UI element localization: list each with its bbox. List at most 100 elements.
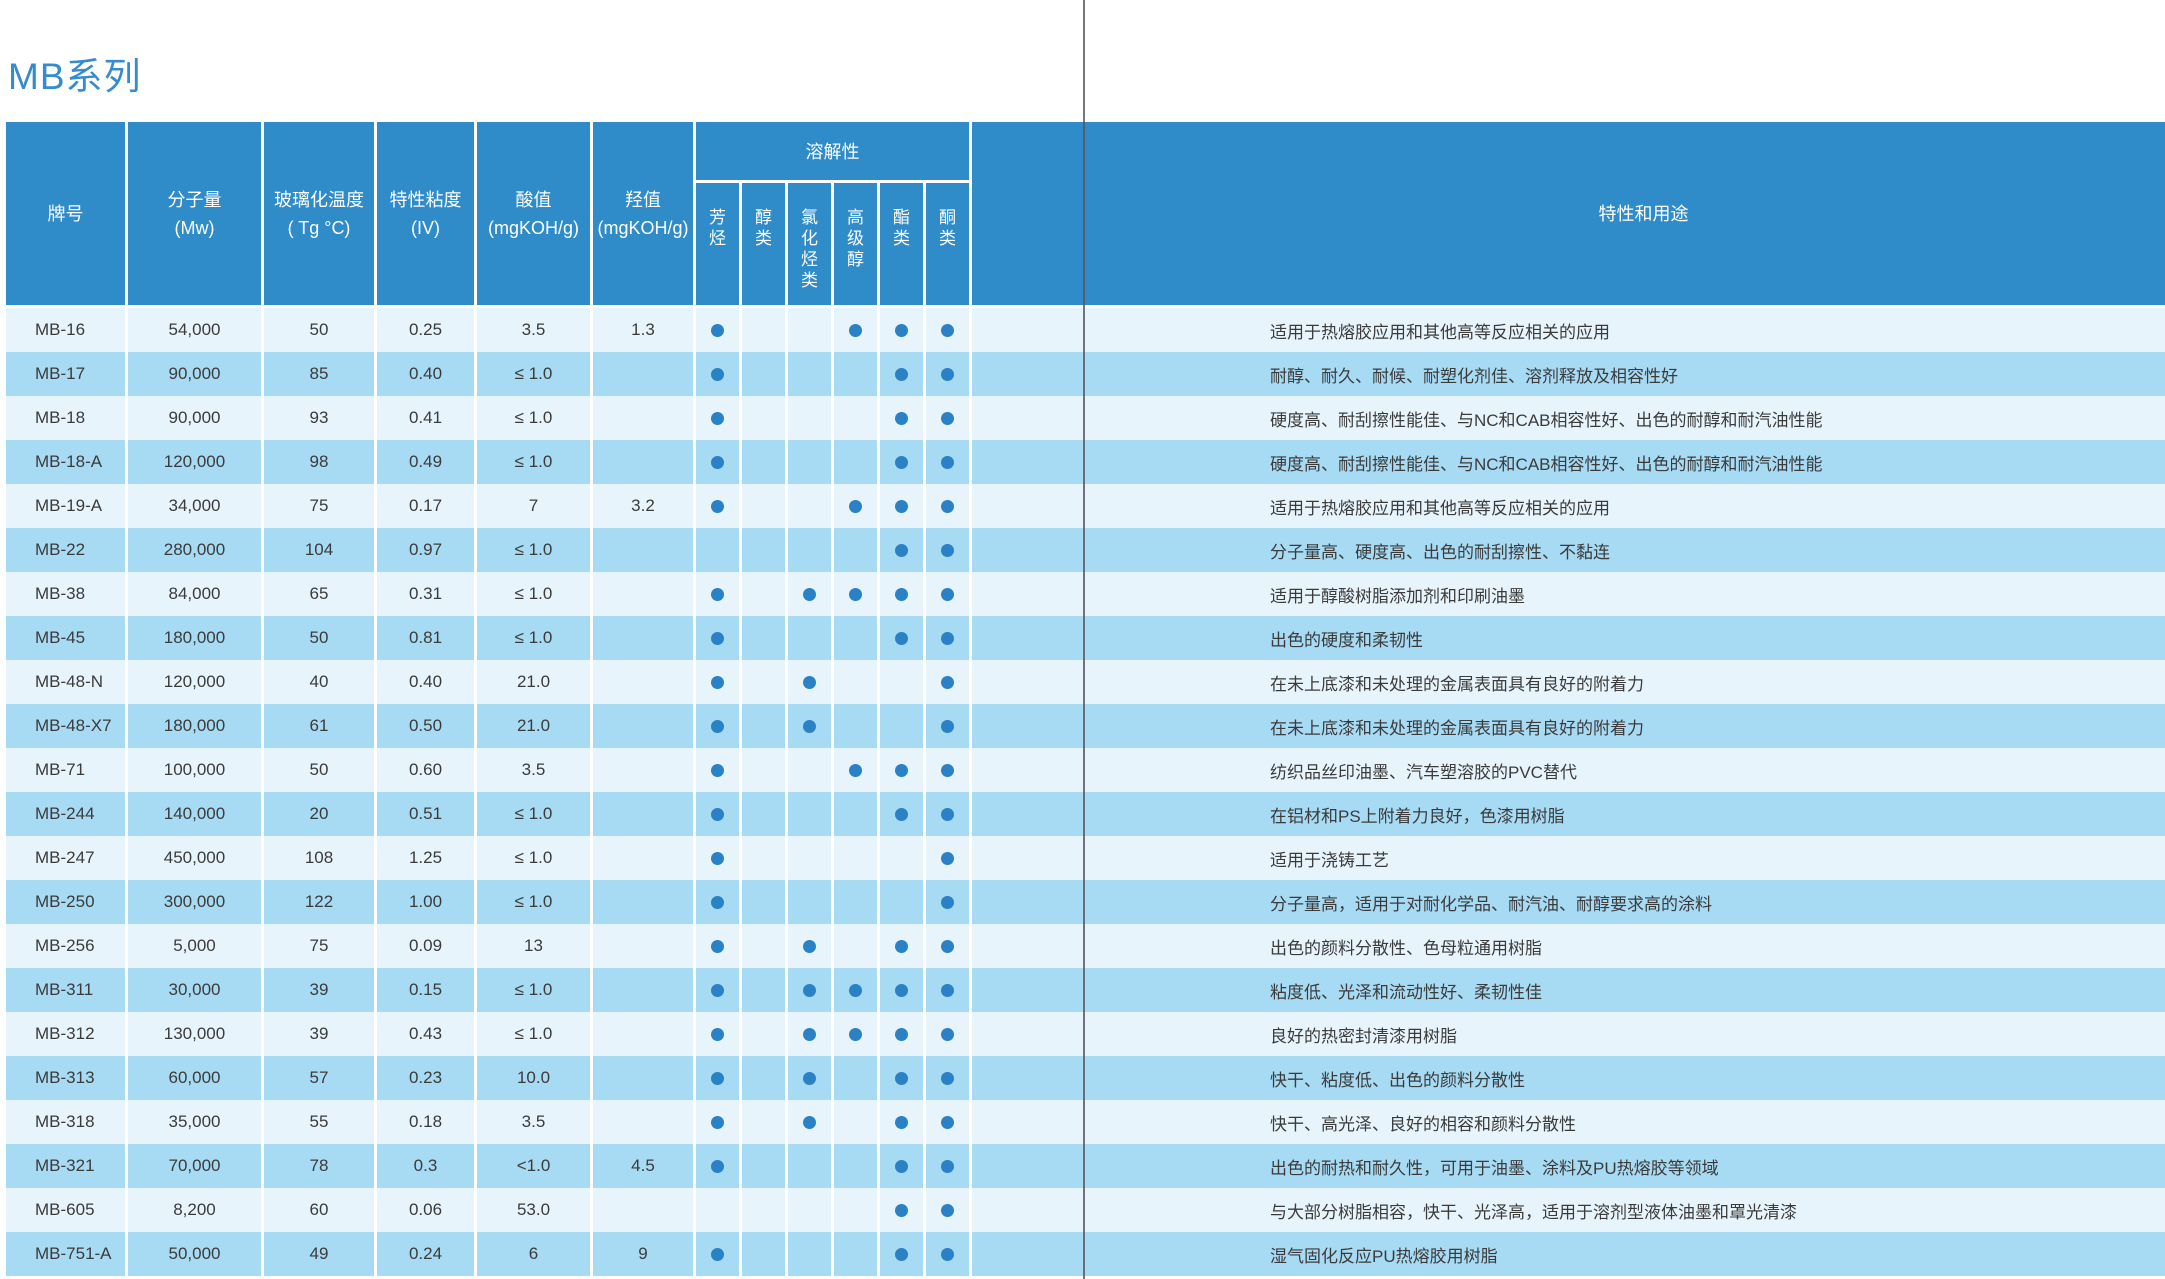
solubility-cell [926,1144,969,1188]
solubility-cell [880,792,923,836]
glass-transition-temp-cell: 75 [264,484,374,528]
intrinsic-viscosity-cell: 1.00 [377,880,474,924]
glass-transition-temp-cell: 60 [264,1188,374,1232]
solubility-cell [880,660,923,704]
hydroxyl-value-cell: 9 [593,1232,693,1276]
solubility-cell [788,1188,831,1232]
solubility-dot [941,719,954,733]
solubility-cell [742,1144,785,1188]
properties-uses-cell: 良好的热密封清漆用树脂 [972,1012,2165,1056]
brand-cell: MB-48-X7 [6,704,125,748]
solubility-cell [926,924,969,968]
acid-value-cell: ≤ 1.0 [477,572,590,616]
solubility-dot [849,763,862,777]
solubility-cell [742,1012,785,1056]
intrinsic-viscosity-cell: 0.41 [377,396,474,440]
solubility-cell [834,792,877,836]
solubility-cell [696,484,739,528]
hydroxyl-value-cell [593,968,693,1012]
hydroxyl-value-cell: 1.3 [593,308,693,352]
solubility-cell [926,748,969,792]
solubility-dot [711,895,724,909]
solubility-dot [803,1115,816,1129]
header-mw-label: 分子量 [167,189,222,210]
solubility-cell [742,880,785,924]
table-row: MB-45 180,000 50 0.81 ≤ 1.0 出色的硬度和柔韧性 [6,616,2165,660]
solubility-dot [895,1115,908,1129]
solubility-cell [788,748,831,792]
solubility-dot [803,1071,816,1085]
solubility-cell [696,528,739,572]
table-row: MB-605 8,200 60 0.06 53.0 与大部分树脂相容，快干、光泽高，适用于… [6,1188,2165,1232]
molecular-weight-cell: 300,000 [128,880,261,924]
solubility-cell [742,528,785,572]
table-row: MB-18 90,000 93 0.41 ≤ 1.0 硬度高、耐刮擦性能佳、与NC和CAB… [6,396,2165,440]
solubility-cell [788,352,831,396]
header-acid-value: 酸值 (mgKOH/g) [477,122,590,305]
solubility-cell [742,616,785,660]
hydroxyl-value-cell [593,1100,693,1144]
solubility-cell [696,572,739,616]
solubility-cell [926,352,969,396]
solubility-cell [926,880,969,924]
brand-cell: MB-17 [6,352,125,396]
molecular-weight-cell: 60,000 [128,1056,261,1100]
solubility-dot [895,411,908,425]
brand-cell: MB-312 [6,1012,125,1056]
header-alcohols: 醇 类 [742,183,785,305]
molecular-weight-cell: 140,000 [128,792,261,836]
solubility-cell [926,660,969,704]
solubility-cell [696,1188,739,1232]
header-solubility-title: 溶解性 [696,122,969,180]
solubility-dot [941,807,954,821]
table-row: MB-71 100,000 50 0.60 3.5 纺织品丝印油墨、汽车塑溶胶的PVC替代 [6,748,2165,792]
solubility-cell [696,1012,739,1056]
solubility-cell [788,308,831,352]
molecular-weight-cell: 5,000 [128,924,261,968]
solubility-dot [941,851,954,865]
solubility-dot [941,1203,954,1217]
solubility-cell [834,1188,877,1232]
solubility-cell [880,704,923,748]
solubility-cell [788,924,831,968]
solubility-cell [834,616,877,660]
header-tg-unit: ( Tg °C) [287,217,351,238]
solubility-cell [696,924,739,968]
properties-uses-cell: 湿气固化反应PU热熔胶用树脂 [972,1232,2165,1276]
acid-value-cell: 21.0 [477,704,590,748]
molecular-weight-cell: 90,000 [128,396,261,440]
solubility-cell [696,616,739,660]
solubility-dot [711,631,724,645]
acid-value-cell: ≤ 1.0 [477,616,590,660]
acid-value-cell: 3.5 [477,1100,590,1144]
intrinsic-viscosity-cell: 1.25 [377,836,474,880]
acid-value-cell: 6 [477,1232,590,1276]
acid-value-cell: ≤ 1.0 [477,352,590,396]
solubility-cell [926,704,969,748]
intrinsic-viscosity-cell: 0.25 [377,308,474,352]
solubility-cell [926,1232,969,1276]
header-tg-label: 玻璃化温度 [274,189,364,210]
solubility-dot [711,1071,724,1085]
header-iv-unit: (IV) [411,217,440,238]
properties-uses-cell: 适用于醇酸树脂添加剂和印刷油墨 [972,572,2165,616]
solubility-cell [742,836,785,880]
solubility-cell [742,440,785,484]
solubility-dot [803,939,816,953]
glass-transition-temp-cell: 78 [264,1144,374,1188]
brand-cell: MB-71 [6,748,125,792]
solubility-dot [711,851,724,865]
header-acid-label: 酸值 [515,189,552,210]
hydroxyl-value-cell [593,880,693,924]
acid-value-cell: ≤ 1.0 [477,1012,590,1056]
solubility-cell [926,968,969,1012]
solubility-cell [834,484,877,528]
properties-uses-cell: 在铝材和PS上附着力良好，色漆用树脂 [972,792,2165,836]
properties-uses-cell: 出色的硬度和柔韧性 [972,616,2165,660]
solubility-dot [941,323,954,337]
properties-uses-cell: 出色的耐热和耐久性，可用于油墨、涂料及PU热熔胶等领域 [972,1144,2165,1188]
hydroxyl-value-cell [593,836,693,880]
solubility-cell [834,308,877,352]
molecular-weight-cell: 120,000 [128,660,261,704]
solubility-dot [849,323,862,337]
